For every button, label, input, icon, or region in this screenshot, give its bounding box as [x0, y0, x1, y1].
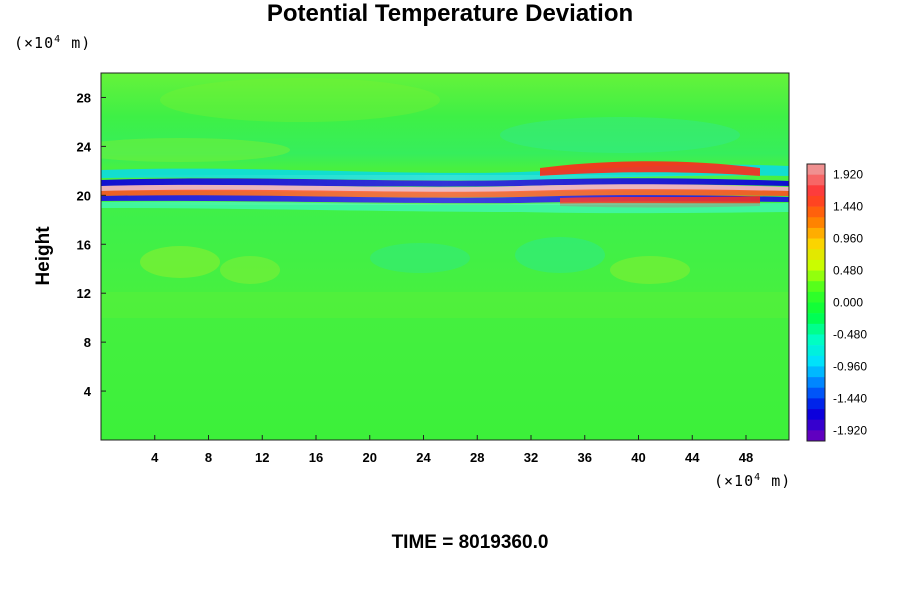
- y-tick-label-0: 4: [84, 384, 92, 399]
- y-tick-label-1: 8: [84, 335, 91, 350]
- y-unit-exponent: 4: [54, 34, 62, 45]
- heatmap-field: [101, 73, 789, 440]
- colorbar-label-7: -1.440: [833, 391, 867, 405]
- colorbar-swatch-24: [807, 419, 825, 431]
- x-tick-label-9: 40: [631, 450, 645, 465]
- x-tick-label-6: 28: [470, 450, 484, 465]
- colorbar-swatch-21: [807, 387, 825, 399]
- x-tick-label-10: 44: [685, 450, 700, 465]
- x-unit-scale: ×10: [724, 472, 755, 490]
- y-unit: m: [71, 34, 82, 52]
- y-tick-label-2: 12: [77, 286, 91, 301]
- colorbar-swatch-11: [807, 281, 825, 293]
- y-unit-scale: ×10: [24, 34, 55, 52]
- colorbar-labels: 1.920 1.440 0.960 0.480 0.000 -0.480 -0.960 -1.…: [833, 168, 867, 438]
- x-tick-label-11: 48: [739, 450, 753, 465]
- colorbar-swatch-19: [807, 366, 825, 378]
- colorbar-label-2: 0.960: [833, 232, 863, 246]
- heatmap-background: [101, 73, 789, 440]
- x-tick-label-1: 8: [205, 450, 212, 465]
- x-tick-label-5: 24: [416, 450, 431, 465]
- colorbar-swatch-1: [807, 174, 825, 186]
- upper-positive-region: [160, 78, 440, 122]
- y-tick-label-3: 16: [77, 237, 91, 252]
- eddy-3: [370, 243, 470, 273]
- x-unit-exponent: 4: [754, 472, 762, 483]
- y-tick-label-6: 28: [77, 90, 91, 105]
- plot-frame: [100, 72, 790, 441]
- colorbar-label-1: 1.440: [833, 200, 863, 214]
- colorbar-swatch-16: [807, 334, 825, 346]
- colorbar-swatch-12: [807, 291, 825, 303]
- colorbar-label-8: -1.920: [833, 423, 867, 437]
- colorbar-swatch-4: [807, 206, 825, 218]
- x-axis-ticks: 4 8 12 16 20 24 28 32 36 40 44 48: [151, 435, 753, 465]
- eddy-4: [515, 237, 605, 273]
- x-unit: m: [771, 472, 782, 490]
- colorbar-frame: [806, 163, 826, 442]
- colorbar-swatch-7: [807, 238, 825, 250]
- colorbar-swatch-3: [807, 195, 825, 207]
- colorbar-swatch-22: [807, 398, 825, 410]
- x-tick-label-7: 32: [524, 450, 538, 465]
- x-tick-label-3: 16: [309, 450, 323, 465]
- y-tick-label-5: 24: [77, 139, 92, 154]
- x-tick-label-2: 12: [255, 450, 269, 465]
- colorbar-label-3: 0.480: [833, 264, 863, 278]
- colorbar-swatch-6: [807, 227, 825, 239]
- colorbar-label-5: -0.480: [833, 327, 867, 341]
- x-tick-label-0: 4: [151, 450, 159, 465]
- colorbar-swatch-2: [807, 185, 825, 197]
- band-red-upper: [540, 161, 760, 176]
- colorbar-swatch-8: [807, 249, 825, 261]
- upper-positive-region-2: [101, 138, 290, 162]
- y-axis-ticks: 4 8 12 16 20 24 28: [77, 90, 106, 399]
- colorbar-label-4: 0.000: [833, 296, 863, 310]
- y-tick-label-4: 20: [77, 188, 91, 203]
- colorbar-swatch-20: [807, 377, 825, 389]
- eddy-2: [220, 256, 280, 284]
- colorbar-swatch-17: [807, 345, 825, 357]
- eddy-1: [140, 246, 220, 278]
- low-level-layer: [101, 292, 789, 318]
- colorbar-swatch-25: [807, 430, 825, 442]
- colorbar-swatch-15: [807, 323, 825, 335]
- colorbar: [806, 163, 826, 442]
- colorbar-swatch-13: [807, 302, 825, 314]
- colorbar-swatch-18: [807, 355, 825, 367]
- x-axis-unit: (×104 m): [714, 472, 792, 490]
- time-label: TIME = 8019360.0: [391, 532, 549, 553]
- colorbar-swatch-5: [807, 217, 825, 229]
- colorbar-swatch-14: [807, 313, 825, 325]
- colorbar-swatch-9: [807, 259, 825, 271]
- x-tick-label-4: 20: [363, 450, 377, 465]
- colorbar-swatch-23: [807, 409, 825, 420]
- eddy-5: [610, 256, 690, 284]
- colorbar-swatch-0: [807, 164, 825, 175]
- colorbar-swatch-10: [807, 270, 825, 282]
- x-tick-label-8: 36: [578, 450, 592, 465]
- chart-title: Potential Temperature Deviation: [266, 0, 634, 27]
- colorbar-label-6: -0.960: [833, 359, 867, 373]
- band-highlight: [101, 175, 789, 205]
- y-axis-unit: (×104 m): [14, 34, 92, 52]
- upper-negative-region: [500, 117, 740, 153]
- colorbar-label-0: 1.920: [833, 168, 863, 182]
